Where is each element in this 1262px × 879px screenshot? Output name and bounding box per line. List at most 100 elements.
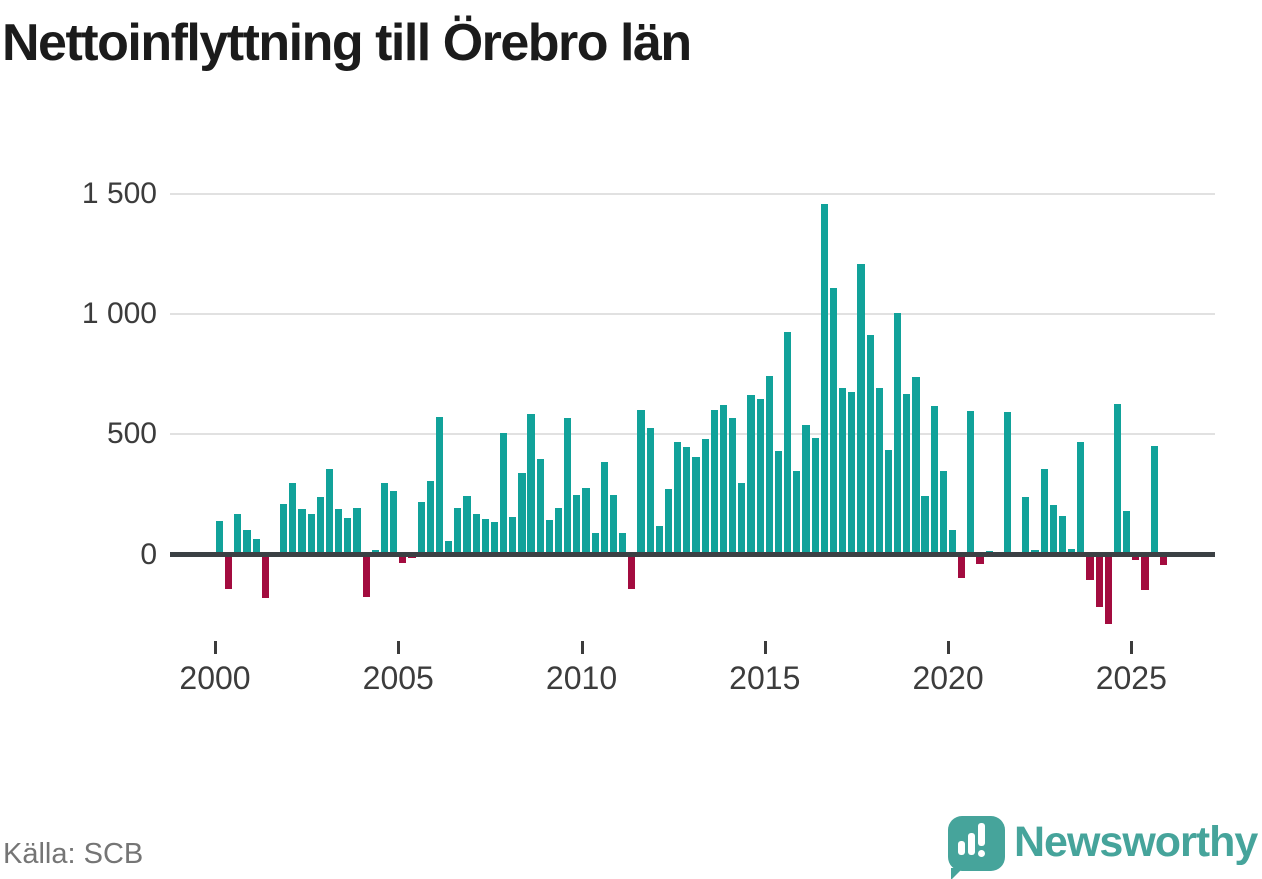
x-axis-tick xyxy=(397,641,401,654)
data-bar xyxy=(390,491,398,555)
data-bar xyxy=(1086,554,1094,581)
data-bar xyxy=(600,462,608,555)
data-bar xyxy=(857,264,865,555)
data-bar xyxy=(554,508,563,555)
data-bar xyxy=(261,554,269,598)
y-axis-label: 1 500 xyxy=(81,177,157,211)
data-bar xyxy=(1123,511,1131,555)
data-bar xyxy=(1159,554,1167,566)
data-bar xyxy=(848,392,856,555)
data-bar xyxy=(747,394,755,555)
data-bar xyxy=(820,203,828,555)
logo-exclamation-dot xyxy=(978,850,985,857)
data-bar xyxy=(1068,549,1076,555)
data-bar xyxy=(1113,404,1122,555)
x-axis-tick xyxy=(947,641,951,654)
data-bar xyxy=(445,541,453,555)
data-bar xyxy=(729,418,737,555)
data-bar xyxy=(490,521,499,555)
gridline xyxy=(170,193,1215,196)
data-bar xyxy=(1003,411,1012,555)
data-bar xyxy=(234,514,242,555)
logo-chart-bar-tall xyxy=(968,833,975,855)
x-axis-label: 2000 xyxy=(179,660,251,696)
x-axis-tick xyxy=(214,641,217,654)
data-bar xyxy=(353,508,361,555)
x-axis-label: 2020 xyxy=(912,660,984,696)
data-bar xyxy=(921,495,929,555)
data-bar xyxy=(481,518,489,555)
data-bar xyxy=(380,483,389,555)
data-bar xyxy=(472,514,480,555)
data-bar xyxy=(454,508,462,555)
data-bar xyxy=(1022,496,1030,555)
data-bar xyxy=(215,520,224,555)
data-bar xyxy=(912,376,920,555)
data-bar xyxy=(545,520,554,555)
logo-exclamation-stem xyxy=(978,823,985,846)
data-bar xyxy=(1077,442,1085,555)
x-axis-label: 2010 xyxy=(545,660,618,696)
data-bar xyxy=(518,473,526,555)
data-bar xyxy=(701,439,709,555)
data-bar xyxy=(967,411,975,555)
x-axis-label: 2015 xyxy=(729,660,801,696)
data-bar xyxy=(243,530,251,555)
data-bar xyxy=(573,494,581,555)
data-bar xyxy=(1095,554,1103,607)
data-bar xyxy=(564,418,572,555)
data-bar xyxy=(1132,554,1140,560)
data-bar xyxy=(582,488,590,555)
data-bar xyxy=(536,459,544,555)
y-axis-label: 500 xyxy=(106,417,157,451)
data-bar xyxy=(619,532,627,555)
data-bar xyxy=(435,416,444,555)
data-bar xyxy=(875,388,883,555)
data-bar xyxy=(463,495,471,555)
data-bar xyxy=(252,539,260,555)
data-bar xyxy=(719,405,728,555)
data-bar xyxy=(1058,515,1067,555)
data-bar xyxy=(939,471,948,555)
data-bar xyxy=(1104,554,1112,624)
data-bar xyxy=(893,313,902,555)
data-bar xyxy=(325,468,334,555)
data-bar xyxy=(802,424,810,555)
data-bar xyxy=(646,428,654,555)
data-bar xyxy=(509,516,517,555)
data-bar xyxy=(674,441,682,555)
data-bar xyxy=(774,450,783,555)
data-bar xyxy=(344,517,352,555)
data-bar xyxy=(1150,445,1158,555)
data-bar xyxy=(280,504,288,555)
data-bar xyxy=(298,509,306,555)
data-bar xyxy=(527,414,535,555)
data-bar xyxy=(884,449,893,555)
data-bar xyxy=(866,334,874,555)
data-bar xyxy=(738,483,746,555)
data-bar xyxy=(829,288,838,555)
data-bar xyxy=(903,393,911,555)
data-bar xyxy=(362,554,370,597)
data-bar xyxy=(1049,504,1057,555)
data-bar xyxy=(637,410,645,555)
chart-title: Nettoinflyttning till Örebro län xyxy=(2,14,692,72)
logo-chart-bar-small xyxy=(958,841,965,855)
x-axis-tick xyxy=(580,641,584,654)
data-bar xyxy=(426,480,434,555)
y-axis-label: 0 xyxy=(140,537,157,571)
data-bar xyxy=(976,554,984,564)
data-bar xyxy=(683,446,691,555)
data-bar xyxy=(948,529,957,555)
x-axis-tick xyxy=(763,641,767,654)
data-bar xyxy=(710,410,718,555)
newsworthy-logo-icon xyxy=(948,816,1005,871)
data-bar xyxy=(756,398,764,555)
data-bar xyxy=(784,332,792,555)
data-bar xyxy=(499,432,508,555)
data-bar xyxy=(609,495,618,555)
gridline xyxy=(170,433,1215,436)
data-bar xyxy=(958,554,966,578)
x-axis-label: 2005 xyxy=(362,660,434,696)
